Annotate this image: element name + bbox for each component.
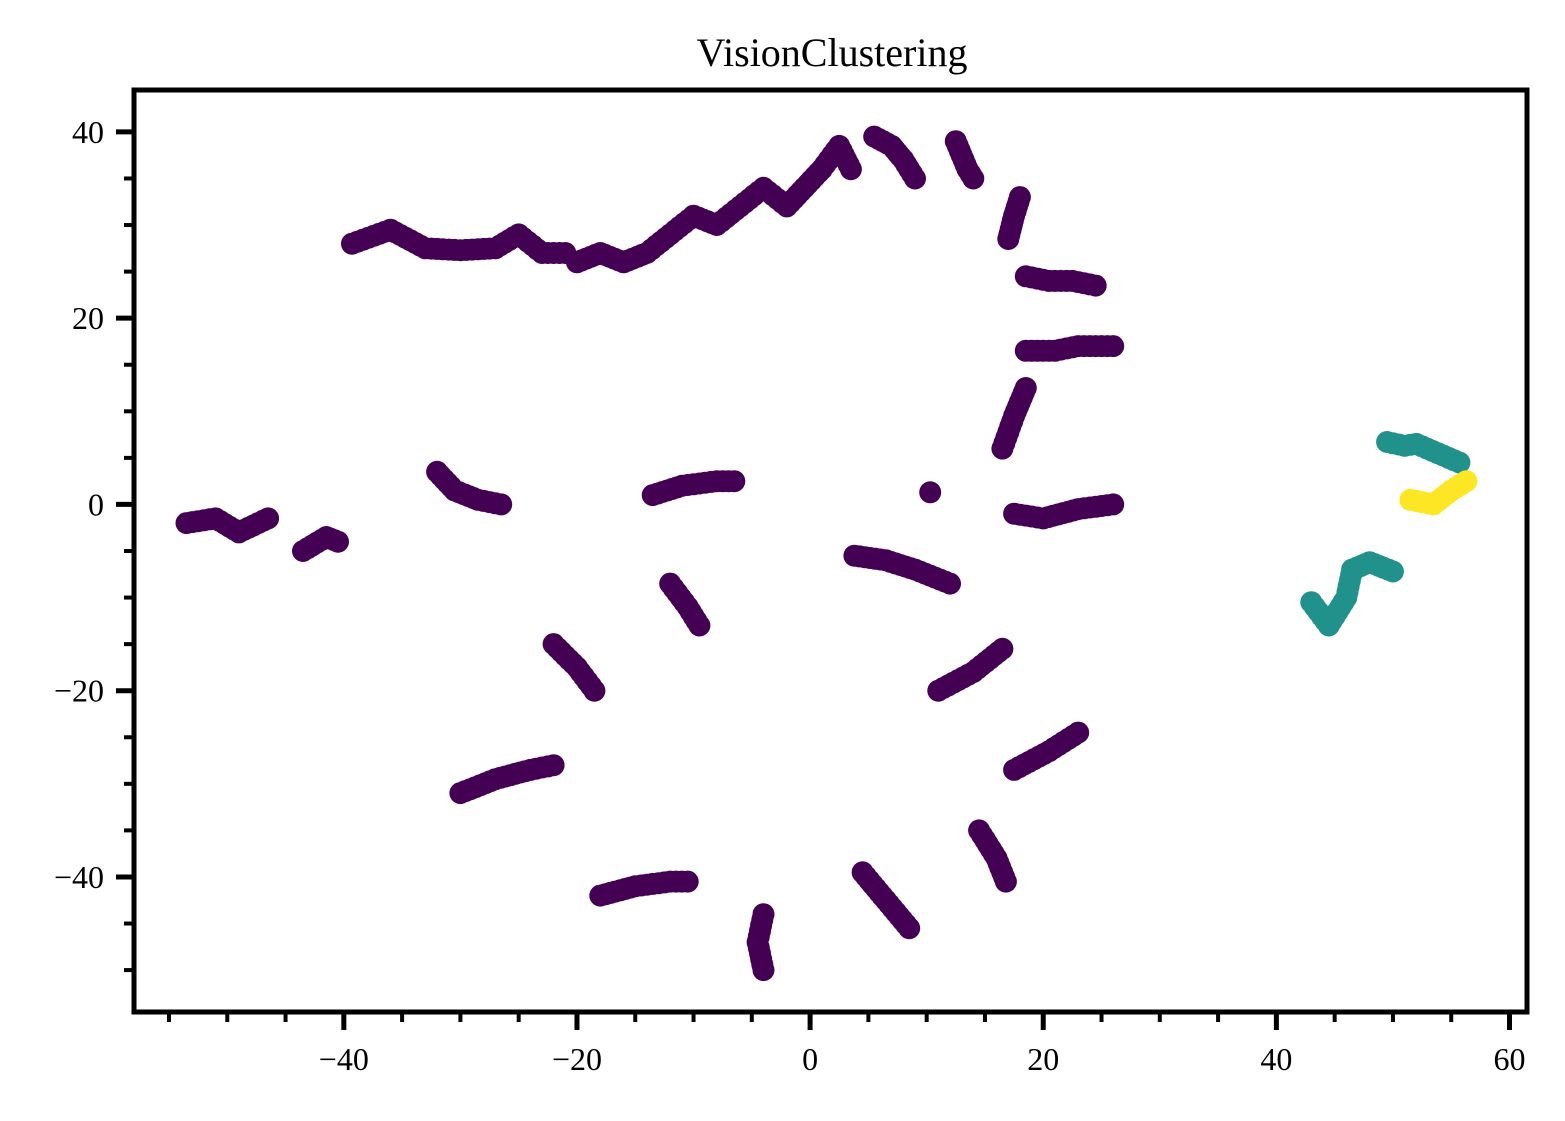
chart-title: VisionClustering xyxy=(697,30,968,75)
data-points xyxy=(175,125,1478,982)
data-point-345 xyxy=(688,614,711,637)
data-point-304 xyxy=(676,870,699,893)
data-point-361 xyxy=(723,470,746,493)
data-point-454 xyxy=(1455,470,1478,493)
x-tick-label: 0 xyxy=(802,1041,818,1077)
y-tick-label: 40 xyxy=(72,114,104,150)
data-point-402 xyxy=(257,507,280,530)
data-point-335 xyxy=(583,679,606,702)
y-tick-label: −40 xyxy=(54,859,104,895)
data-point-442 xyxy=(1381,560,1404,583)
data-point-220 xyxy=(939,572,961,595)
data-point-276 xyxy=(898,917,921,940)
y-tick-label: −20 xyxy=(54,673,104,709)
x-tick-label: 40 xyxy=(1260,1041,1292,1077)
data-point-323 xyxy=(542,754,565,777)
data-point-287 xyxy=(752,959,775,982)
x-tick-label: 20 xyxy=(1027,1041,1059,1077)
data-point-199 xyxy=(1102,493,1125,516)
data-point-138 xyxy=(997,228,1020,250)
data-point-235 xyxy=(927,679,950,702)
x-tick-label: −20 xyxy=(552,1041,602,1077)
x-tick-label: 60 xyxy=(1494,1041,1526,1077)
data-point-249 xyxy=(1003,758,1026,781)
y-tick-label: 0 xyxy=(88,486,104,522)
data-point-106 xyxy=(839,158,862,181)
data-point-200 xyxy=(919,481,942,504)
axes: −40 −20 0 20 40 60 −40 −20 0 20 40 xyxy=(54,114,1526,1077)
data-point-385 xyxy=(327,530,349,553)
x-tick-label: −40 xyxy=(319,1041,369,1077)
data-point-151 xyxy=(1084,274,1107,297)
data-point-261 xyxy=(994,870,1017,893)
y-tick-label: 20 xyxy=(72,300,104,336)
data-point-376 xyxy=(490,493,513,516)
data-point-180 xyxy=(991,437,1014,460)
data-point-119 xyxy=(904,167,926,190)
data-point-416 xyxy=(1448,451,1471,474)
data-point-128 xyxy=(962,167,985,190)
data-point-167 xyxy=(1102,335,1125,358)
